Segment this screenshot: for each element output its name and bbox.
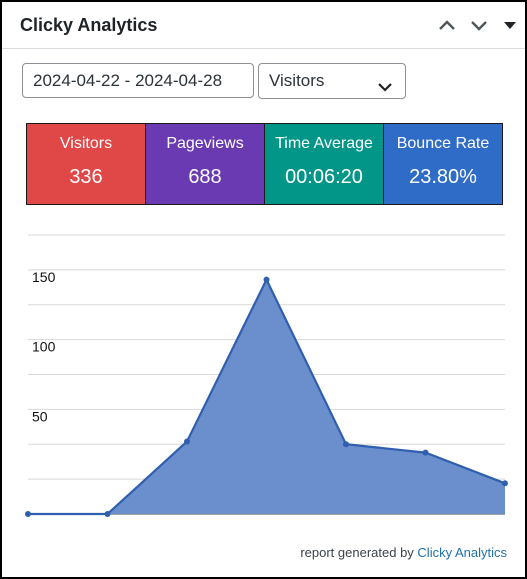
widget-header: Clicky Analytics [2, 2, 525, 49]
widget-title: Clicky Analytics [20, 15, 158, 35]
series-area [28, 279, 505, 514]
metric-select[interactable]: Visitors [258, 63, 406, 99]
chevron-down-icon [377, 73, 393, 92]
stat-visitors: Visitors 336 [27, 124, 146, 204]
stat-time-average: Time Average 00:06:20 [265, 124, 384, 204]
data-point [343, 441, 349, 448]
report-footer: report generated by Clicky Analytics [300, 545, 507, 560]
visitors-chart: 50100150200 [2, 227, 525, 527]
y-tick-label: 100 [32, 339, 56, 355]
data-point [263, 276, 270, 283]
stat-label: Pageviews [166, 135, 244, 152]
footer-text: report generated by [300, 545, 414, 560]
chevron-up-icon[interactable] [436, 14, 458, 36]
stat-pageviews: Pageviews 688 [146, 124, 265, 204]
y-tick-label: 50 [32, 408, 48, 424]
data-point [422, 449, 429, 456]
y-tick-label: 150 [32, 269, 56, 285]
stat-bounce-rate: Bounce Rate 23.80% [384, 124, 502, 204]
caret-down-icon[interactable] [499, 14, 521, 36]
stat-value: 00:06:20 [285, 166, 363, 188]
stat-label: Time Average [275, 135, 373, 152]
data-point [25, 511, 31, 517]
metric-select-value: Visitors [269, 71, 325, 90]
date-range-input[interactable] [22, 63, 254, 98]
chevron-down-icon[interactable] [468, 14, 490, 36]
area-chart: 50100150200 [25, 234, 508, 517]
stat-value: 336 [69, 166, 103, 188]
stat-value: 23.80% [409, 166, 477, 188]
stat-value: 688 [188, 166, 222, 188]
data-point [502, 480, 508, 487]
stats-panel: Visitors 336 Pageviews 688 Time Average … [26, 123, 503, 205]
clicky-analytics-link[interactable]: Clicky Analytics [417, 545, 507, 560]
stat-label: Visitors [59, 135, 113, 152]
data-point [184, 438, 190, 445]
data-point [104, 511, 111, 517]
stat-label: Bounce Rate [396, 135, 490, 152]
